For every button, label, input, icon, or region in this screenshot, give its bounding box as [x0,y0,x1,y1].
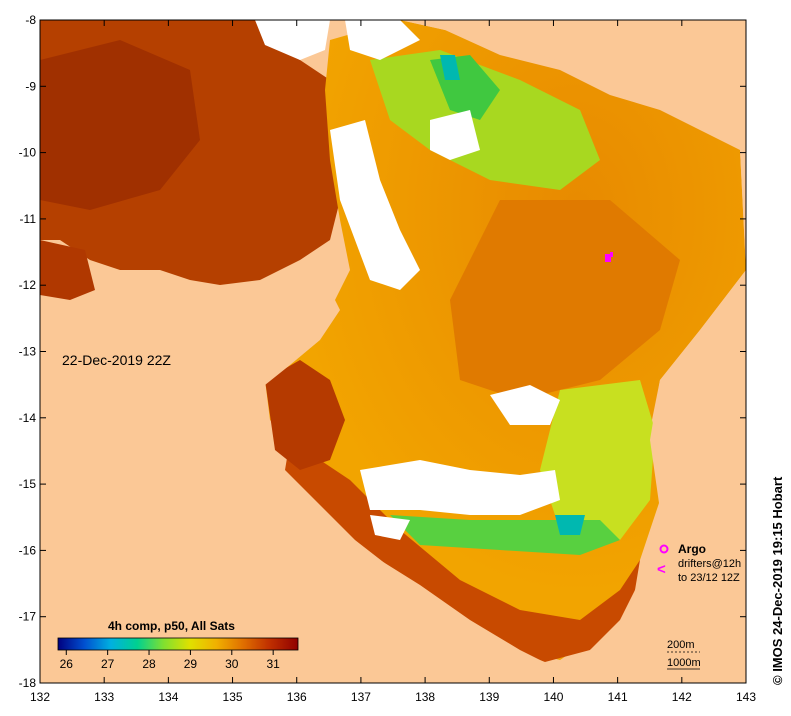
sst-region-cool-east [540,380,655,540]
sst-region-gulf-east [450,200,680,400]
y-tick-label: -9 [25,79,36,93]
land-cape-york [400,20,746,105]
x-tick-label: 140 [543,690,563,704]
argo-marker-icon [659,544,669,554]
colorbar-tick-label: 30 [225,657,239,671]
y-tick-label: -8 [25,13,36,27]
drifter-legend-label: drifters@12h [678,558,741,570]
x-axis: 132 133 134 135 136 137 138 139 140 141 142 143 [30,20,756,704]
argo-legend-label: Argo [678,542,706,556]
y-tick-label: -15 [19,477,37,491]
x-tick-label: 137 [351,690,371,704]
x-tick-label: 134 [158,690,178,704]
sst-region-cyan-south [555,515,585,535]
drifter-track [605,252,613,262]
y-tick-label: -16 [19,543,37,557]
colorbar-tick-label: 28 [142,657,156,671]
drifter-marker-icon: < [657,561,666,578]
colorbar-tick-label: 26 [60,657,74,671]
x-tick-label: 143 [736,690,756,704]
drifter-legend-sub: to 23/12 12Z [678,572,740,584]
y-tick-label: -17 [19,610,37,624]
colorbar-title: 4h comp, p50, All Sats [108,619,235,633]
y-tick-label: -10 [19,146,37,160]
y-tick-label: -12 [19,278,37,292]
sst-region-arafura-dark [40,40,200,210]
contour-200m-label: 200m [667,639,695,651]
colorbar-tick-label: 27 [101,657,115,671]
y-tick-label: -13 [19,345,37,359]
sst-region-cool-north [370,50,600,190]
credit-label: © IMOS 24-Dec-2019 19:15 Hobart [770,476,785,685]
x-tick-label: 135 [223,690,243,704]
cloud-north-gulf [430,110,480,160]
colorbar [57,637,299,651]
y-tick-label: -14 [19,411,37,425]
cloud-south [360,460,560,515]
cloud-east-gulf [490,385,560,425]
cloud-central [330,120,420,290]
colorbar-ticks: 26 27 28 29 30 31 [60,650,280,671]
contour-1000m-label: 1000m [667,657,701,669]
land-east [590,150,746,683]
sst-region-gulf-west [265,360,345,470]
x-tick-label: 142 [672,690,692,704]
y-axis: -8 -9 -10 -11 -12 -13 -14 -15 -16 -17 -18 [19,13,746,690]
sst-region-northwest-patch [40,240,95,300]
sst-region-cyan-north [440,55,460,80]
land-arnhem [40,275,600,683]
x-tick-label: 133 [94,690,114,704]
colorbar-tick-label: 29 [184,657,198,671]
y-tick-label: -18 [19,676,37,690]
x-tick-label: 138 [415,690,435,704]
x-tick-label: 132 [30,690,50,704]
y-tick-label: -11 [20,212,37,226]
cloud-north-strip [345,20,420,60]
x-tick-label: 139 [479,690,499,704]
cloud-south-west [370,515,410,540]
timestamp-label: 22-Dec-2019 22Z [62,352,171,368]
x-tick-label: 141 [608,690,628,704]
cloud-north [255,20,330,60]
colorbar-tick-label: 31 [266,657,280,671]
x-tick-label: 136 [287,690,307,704]
